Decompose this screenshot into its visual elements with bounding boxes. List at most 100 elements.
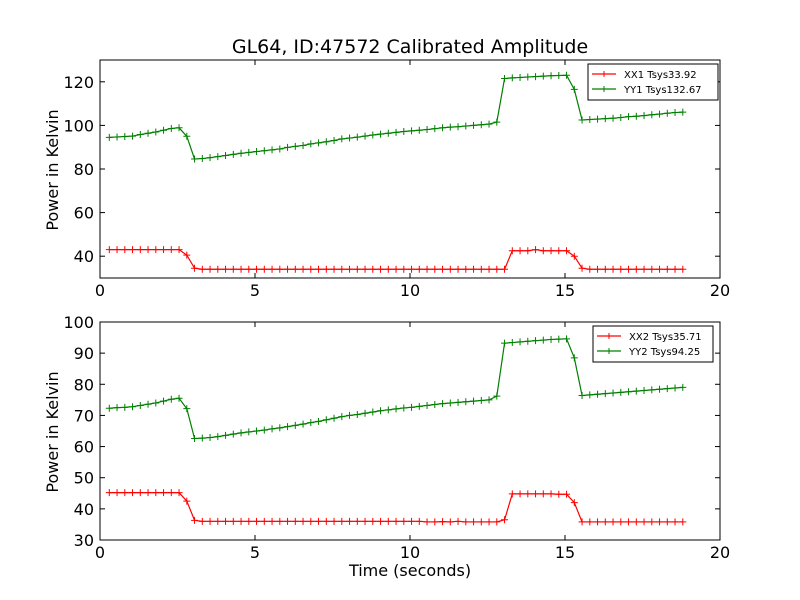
data-point-marker xyxy=(353,517,361,525)
data-point-marker xyxy=(408,127,416,135)
data-point-marker xyxy=(586,265,594,273)
legend-marker xyxy=(601,71,607,77)
data-point-marker xyxy=(555,247,563,255)
data-point-marker xyxy=(632,265,640,273)
data-point-marker xyxy=(338,265,346,273)
data-point-marker xyxy=(291,517,299,525)
data-point-marker xyxy=(462,265,470,273)
data-point-marker xyxy=(121,133,129,141)
data-point-marker xyxy=(570,354,578,362)
data-point-marker xyxy=(462,122,470,130)
data-point-marker xyxy=(671,518,679,526)
data-point-marker xyxy=(206,517,214,525)
data-point-marker xyxy=(245,265,253,273)
data-point-marker xyxy=(369,517,377,525)
data-point-marker xyxy=(609,265,617,273)
data-point-marker xyxy=(253,427,261,435)
bottom-chart-panel: Time (seconds) Power in Kelvin 0 5 10 15 20 3… xyxy=(43,313,730,580)
x-tick-label: 10 xyxy=(400,543,420,562)
data-point-marker xyxy=(470,265,478,273)
data-point-marker xyxy=(198,517,206,525)
legend-entry: XX2 Tsys35.71 xyxy=(629,332,702,343)
data-point-marker xyxy=(439,518,447,526)
data-point-marker xyxy=(361,409,369,417)
data-point-marker xyxy=(671,384,679,392)
data-point-marker xyxy=(477,121,485,129)
data-point-marker xyxy=(369,131,377,139)
data-point-marker xyxy=(384,406,392,414)
data-point-marker xyxy=(377,517,385,525)
bottom-y-axis-label: Power in Kelvin xyxy=(43,371,62,492)
data-point-marker xyxy=(516,338,524,346)
data-point-marker xyxy=(198,434,206,442)
data-point-marker xyxy=(291,421,299,429)
data-point-marker xyxy=(477,265,485,273)
data-point-marker xyxy=(485,518,493,526)
data-point-marker xyxy=(229,265,237,273)
data-point-marker xyxy=(144,489,152,497)
data-point-marker xyxy=(601,265,609,273)
data-point-marker xyxy=(369,408,377,416)
data-point-marker xyxy=(322,416,330,424)
data-point-marker xyxy=(470,121,478,129)
data-point-marker xyxy=(214,265,222,273)
data-point-marker xyxy=(245,148,253,156)
data-point-marker xyxy=(129,132,137,140)
data-point-marker xyxy=(299,420,307,428)
data-point-marker xyxy=(454,398,462,406)
data-point-marker xyxy=(656,518,664,526)
data-point-marker xyxy=(578,116,586,124)
data-point-marker xyxy=(501,516,509,524)
data-point-marker xyxy=(415,402,423,410)
data-point-marker xyxy=(671,109,679,117)
data-point-marker xyxy=(578,518,586,526)
data-point-marker xyxy=(508,247,516,255)
data-point-marker xyxy=(160,246,168,254)
data-point-marker xyxy=(524,73,532,81)
data-point-marker xyxy=(524,337,532,345)
x-tick-label: 10 xyxy=(400,281,420,300)
data-point-marker xyxy=(384,517,392,525)
legend-marker xyxy=(606,333,612,339)
data-point-marker xyxy=(105,489,113,497)
y-tick-label: 80 xyxy=(74,375,94,394)
data-point-marker xyxy=(415,126,423,134)
data-point-marker xyxy=(656,110,664,118)
y-tick-label: 60 xyxy=(74,204,94,223)
data-point-marker xyxy=(167,489,175,497)
data-point-marker xyxy=(198,265,206,273)
x-tick-label: 20 xyxy=(710,281,730,300)
data-point-marker xyxy=(129,246,137,254)
data-point-marker xyxy=(493,392,501,400)
data-point-marker xyxy=(594,115,602,123)
data-point-marker xyxy=(214,153,222,161)
data-point-marker xyxy=(392,265,400,273)
x-tick-label: 15 xyxy=(555,543,575,562)
data-point-marker xyxy=(136,131,144,139)
data-point-marker xyxy=(632,518,640,526)
data-point-marker xyxy=(175,489,183,497)
y-tick-label: 70 xyxy=(74,406,94,425)
data-point-marker xyxy=(136,489,144,497)
y-tick-label: 100 xyxy=(63,313,94,332)
y-tick-label: 100 xyxy=(63,116,94,135)
data-point-marker xyxy=(377,130,385,138)
data-point-marker xyxy=(113,489,121,497)
data-point-marker xyxy=(361,517,369,525)
data-point-marker xyxy=(415,517,423,525)
legend-entry: YY2 Tsys94.25 xyxy=(628,347,700,358)
data-point-marker xyxy=(369,265,377,273)
data-point-marker xyxy=(663,265,671,273)
data-point-marker xyxy=(183,132,191,140)
data-point-marker xyxy=(493,265,501,273)
data-point-marker xyxy=(183,251,191,259)
data-point-marker xyxy=(431,518,439,526)
y-tick-label: 40 xyxy=(74,500,94,519)
data-point-marker xyxy=(152,246,160,254)
data-point-marker xyxy=(408,403,416,411)
data-point-marker xyxy=(237,265,245,273)
legend-marker xyxy=(606,348,612,354)
x-tick-label: 15 xyxy=(555,281,575,300)
data-point-marker xyxy=(291,142,299,150)
data-point-marker xyxy=(516,490,524,498)
